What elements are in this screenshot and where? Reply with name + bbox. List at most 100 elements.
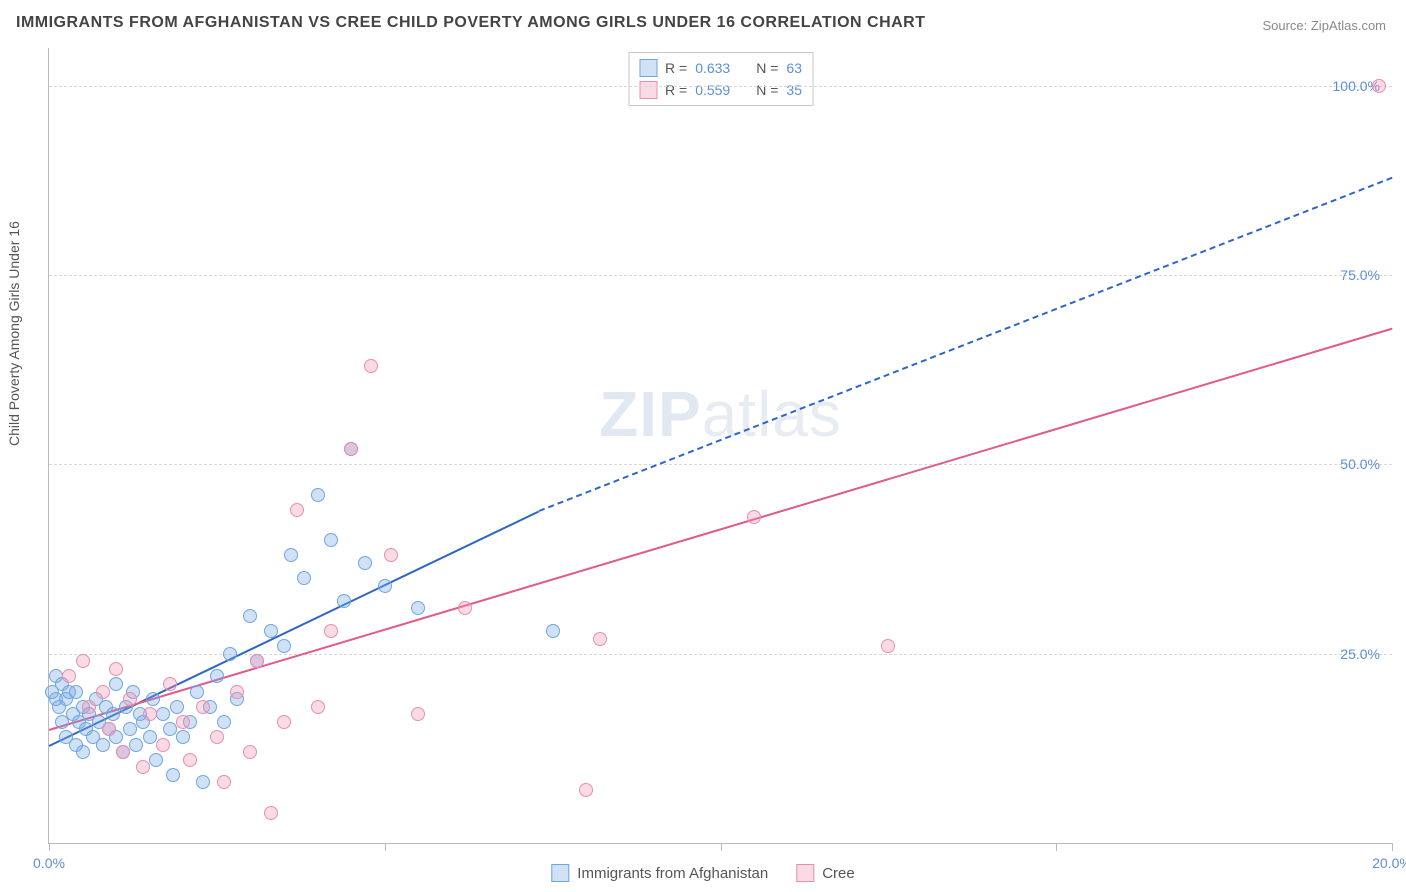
data-point (76, 654, 90, 668)
data-point (176, 715, 190, 729)
chart-title: IMMIGRANTS FROM AFGHANISTAN VS CREE CHIL… (16, 14, 926, 32)
data-point (69, 685, 83, 699)
data-point (163, 722, 177, 736)
data-point (116, 745, 130, 759)
r-label: R = (665, 60, 687, 76)
x-tick (1392, 843, 1393, 851)
data-point (123, 722, 137, 736)
data-point (143, 707, 157, 721)
data-point (243, 609, 257, 623)
data-point (384, 548, 398, 562)
data-point (337, 594, 351, 608)
data-point (264, 806, 278, 820)
data-point (109, 677, 123, 691)
trend-line (539, 177, 1393, 512)
data-point (166, 768, 180, 782)
legend-swatch-bottom-1 (551, 864, 569, 882)
source-label: Source: ZipAtlas.com (1262, 18, 1386, 33)
x-tick-label: 0.0% (33, 855, 65, 871)
data-point (183, 753, 197, 767)
plot-area: ZIPatlas R = 0.633 N = 63 R = 0.559 N = … (48, 48, 1392, 844)
legend-item-2: Cree (796, 864, 855, 882)
data-point (297, 571, 311, 585)
n-label: N = (756, 60, 778, 76)
data-point (344, 442, 358, 456)
data-point (223, 647, 237, 661)
legend-swatch-1 (639, 59, 657, 77)
data-point (358, 556, 372, 570)
data-point (747, 510, 761, 524)
data-point (411, 601, 425, 615)
data-point (1372, 79, 1386, 93)
data-point (217, 775, 231, 789)
n-value-1: 63 (786, 60, 802, 76)
data-point (170, 700, 184, 714)
gridline (49, 86, 1392, 87)
data-point (264, 624, 278, 638)
data-point (250, 654, 264, 668)
r-value-1: 0.633 (695, 60, 730, 76)
data-point (196, 700, 210, 714)
data-point (411, 707, 425, 721)
legend-row-series-2: R = 0.559 N = 35 (639, 79, 802, 101)
data-point (156, 738, 170, 752)
gridline (49, 654, 1392, 655)
data-point (156, 707, 170, 721)
r-label: R = (665, 82, 687, 98)
data-point (136, 760, 150, 774)
data-point (143, 730, 157, 744)
data-point (196, 775, 210, 789)
data-point (96, 685, 110, 699)
data-point (109, 662, 123, 676)
data-point (163, 677, 177, 691)
data-point (579, 783, 593, 797)
data-point (378, 579, 392, 593)
watermark-bold: ZIP (599, 378, 702, 450)
data-point (62, 669, 76, 683)
x-tick-label: 20.0% (1372, 855, 1406, 871)
gridline (49, 464, 1392, 465)
data-point (102, 722, 116, 736)
x-tick (385, 843, 386, 851)
y-tick-label: 50.0% (1340, 456, 1380, 472)
data-point (546, 624, 560, 638)
gridline (49, 275, 1392, 276)
data-point (311, 488, 325, 502)
legend-swatch-2 (639, 81, 657, 99)
data-point (96, 738, 110, 752)
x-tick (721, 843, 722, 851)
data-point (324, 533, 338, 547)
data-point (146, 692, 160, 706)
series-legend: Immigrants from Afghanistan Cree (551, 864, 854, 882)
data-point (106, 707, 120, 721)
n-value-2: 35 (786, 82, 802, 98)
data-point (176, 730, 190, 744)
data-point (129, 738, 143, 752)
data-point (190, 685, 204, 699)
data-point (364, 359, 378, 373)
data-point (210, 730, 224, 744)
data-point (284, 548, 298, 562)
data-point (290, 503, 304, 517)
trend-line (49, 328, 1393, 731)
y-axis-label: Child Poverty Among Girls Under 16 (6, 221, 22, 446)
legend-swatch-bottom-2 (796, 864, 814, 882)
data-point (230, 685, 244, 699)
correlation-legend: R = 0.633 N = 63 R = 0.559 N = 35 (628, 52, 813, 106)
data-point (217, 715, 231, 729)
y-tick-label: 25.0% (1340, 646, 1380, 662)
x-tick (1056, 843, 1057, 851)
x-tick (49, 843, 50, 851)
legend-label-2: Cree (822, 865, 855, 882)
r-value-2: 0.559 (695, 82, 730, 98)
data-point (149, 753, 163, 767)
n-label: N = (756, 82, 778, 98)
data-point (277, 715, 291, 729)
data-point (277, 639, 291, 653)
y-tick-label: 75.0% (1340, 267, 1380, 283)
data-point (458, 601, 472, 615)
data-point (210, 669, 224, 683)
data-point (593, 632, 607, 646)
data-point (76, 745, 90, 759)
data-point (324, 624, 338, 638)
